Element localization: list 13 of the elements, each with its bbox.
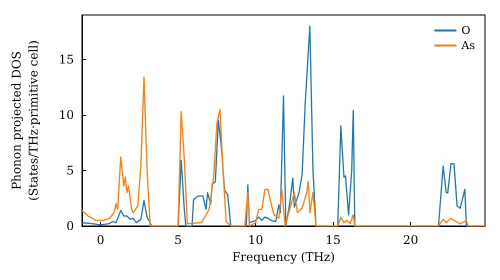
legend-label: As <box>460 39 476 52</box>
y-axis-title: Phonon projected DOS (States/THz·primitive cell) <box>10 40 40 201</box>
x-tick-label: 10 <box>248 233 264 247</box>
legend-label: O <box>461 24 470 37</box>
y-tick-label: 10 <box>58 108 74 122</box>
x-axis-title: Frequency (THz) <box>232 250 335 264</box>
y-tick-label: 15 <box>58 52 74 66</box>
x-tick-label: 15 <box>325 233 341 247</box>
x-tick-label: 20 <box>402 233 418 247</box>
y-tick-label: 0 <box>66 219 74 233</box>
y-tick-label: 5 <box>66 163 74 178</box>
x-tick-label: 5 <box>174 233 182 247</box>
x-tick-label: 0 <box>96 233 104 247</box>
